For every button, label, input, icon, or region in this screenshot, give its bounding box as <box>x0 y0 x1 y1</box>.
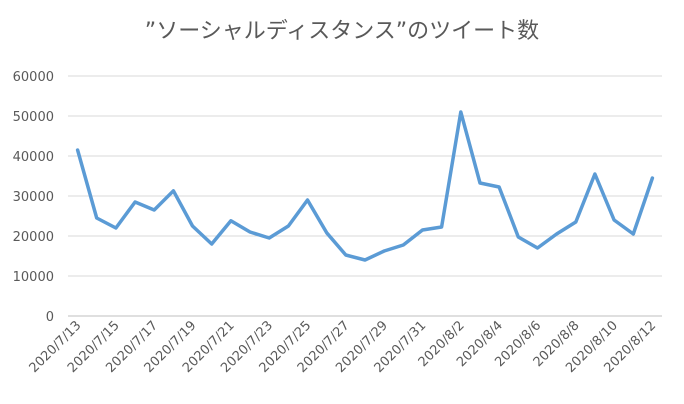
y-tick-label: 20000 <box>13 230 54 245</box>
y-tick-label: 40000 <box>13 150 54 165</box>
y-tick-label: 60000 <box>13 70 54 85</box>
data-line <box>75 110 655 262</box>
y-tick-label: 30000 <box>13 190 54 205</box>
y-tick-label: 50000 <box>13 110 54 125</box>
y-tick-label: 10000 <box>13 270 54 285</box>
chart-title: ”ソーシャルディスタンス”のツイート数 <box>145 19 539 44</box>
y-tick-label: 0 <box>46 310 54 325</box>
